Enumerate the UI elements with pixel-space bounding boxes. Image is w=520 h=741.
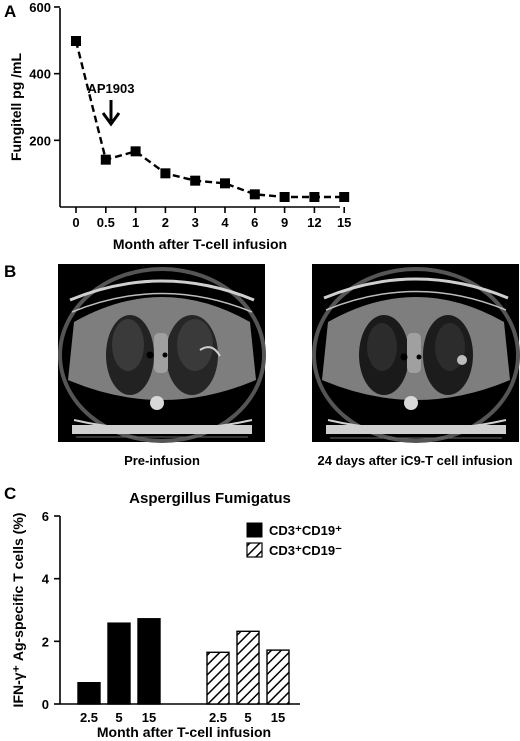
x-tick-label: 5 <box>244 710 251 725</box>
x-tick-label: 12 <box>307 215 321 230</box>
y-axis-title-c: IFN-γ⁺ Ag-specific T cells (%) <box>10 513 26 708</box>
y-tick-label: 400 <box>29 67 51 82</box>
caption-pre-infusion: Pre-infusion <box>124 453 200 468</box>
x-tick-label: 1 <box>132 215 139 230</box>
x-tick-label: 2.5 <box>209 710 227 725</box>
x-tick-label: 15 <box>271 710 285 725</box>
annotation-label: AP1903 <box>88 81 135 96</box>
bar <box>266 649 290 705</box>
ct-image-pre-infusion <box>58 264 266 443</box>
panel-label-c: C <box>4 484 16 503</box>
bar-chart-c: IFN-γ⁺ Ag-specific T cells (%) Month aft… <box>10 509 342 740</box>
ct-image-post-infusion <box>312 264 520 443</box>
data-point <box>71 36 81 46</box>
y-axis-title-a: Fungitell pg /mL <box>8 53 24 162</box>
bar <box>107 622 131 705</box>
x-tick-label: 6 <box>251 215 258 230</box>
x-tick-label: 0.5 <box>97 215 115 230</box>
y-tick-label: 200 <box>29 133 51 148</box>
legend: CD3⁺CD19⁺ CD3⁺CD19⁻ <box>246 522 342 558</box>
data-point <box>160 168 171 179</box>
data-point <box>249 189 260 200</box>
line-chart-a: Fungitell pg /mL Month after T-cell infu… <box>8 0 351 252</box>
y-tick-label: 0 <box>42 697 49 712</box>
x-tick-label: 5 <box>115 710 122 725</box>
data-point <box>220 178 230 189</box>
x-tick-label: 2 <box>162 215 169 230</box>
data-point <box>100 154 111 165</box>
chart-title-c: Aspergillus Fumigatus <box>129 490 291 507</box>
y-tick-label: 6 <box>42 509 49 524</box>
legend-swatch-solid <box>246 522 263 538</box>
bar <box>137 618 161 705</box>
arrow-down-icon <box>101 112 121 127</box>
data-point <box>309 192 320 202</box>
data-point <box>130 146 141 157</box>
panel-label-b: B <box>4 262 16 281</box>
x-tick-label: 3 <box>192 215 199 230</box>
bar <box>236 630 260 705</box>
bar <box>77 681 101 705</box>
x-tick-label: 15 <box>142 710 156 725</box>
caption-post-infusion: 24 days after iC9-T cell infusion <box>317 453 512 468</box>
x-tick-label: 0 <box>72 215 79 230</box>
data-point <box>339 192 350 202</box>
panel-label-a: A <box>4 2 16 21</box>
x-tick-label: 4 <box>221 215 229 230</box>
series-line-a <box>74 40 345 199</box>
y-tick-label: 4 <box>42 572 50 587</box>
data-point <box>279 192 290 202</box>
data-point <box>190 175 201 186</box>
legend-label-cd19-neg: CD3⁺CD19⁻ <box>269 543 342 558</box>
y-tick-label: 600 <box>29 0 51 15</box>
annotation-ap1903: AP1903 <box>88 81 135 127</box>
x-tick-label: 9 <box>281 215 288 230</box>
x-tick-label: 2.5 <box>80 710 98 725</box>
legend-label-cd19-pos: CD3⁺CD19⁺ <box>269 523 342 538</box>
bar <box>206 651 230 705</box>
y-tick-label: 2 <box>42 634 49 649</box>
x-axis-title-a: Month after T-cell infusion <box>113 236 287 252</box>
legend-swatch-hatched <box>246 542 263 558</box>
x-axis-title-c: Month after T-cell infusion <box>97 724 271 740</box>
x-tick-label: 15 <box>337 215 351 230</box>
